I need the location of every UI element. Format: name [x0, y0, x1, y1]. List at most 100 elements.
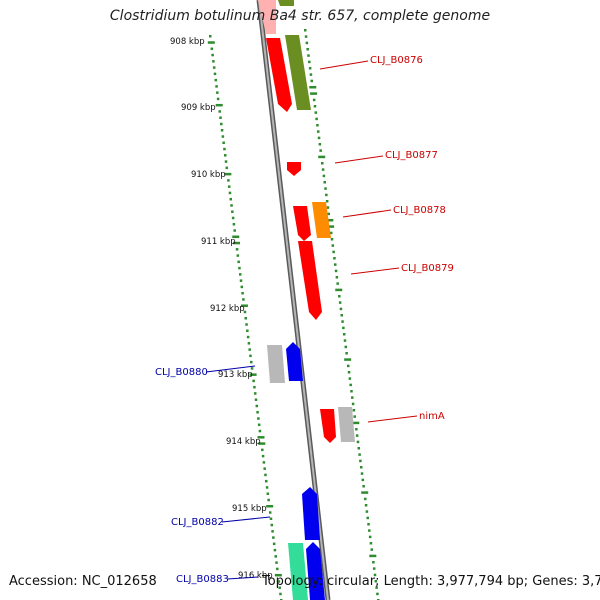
gene-features [258, 0, 355, 600]
track-dot [334, 269, 338, 273]
track-dots [207, 29, 380, 600]
track-dot [356, 440, 360, 444]
track-dot [273, 548, 277, 552]
gene-label[interactable]: CLJ_B0876 [370, 55, 423, 66]
gene-red-nima [320, 409, 336, 443]
track-dot [216, 97, 220, 101]
track-dot [232, 223, 236, 226]
track-dot [271, 530, 274, 533]
track-dot [351, 402, 355, 406]
gene-label[interactable]: CLJ_B0880 [155, 367, 208, 378]
tick-dash [232, 235, 240, 239]
track-dot [350, 390, 353, 393]
tick-dash [258, 442, 266, 445]
track-dot [305, 41, 309, 45]
track-dot [237, 260, 240, 264]
track-dot [210, 47, 214, 51]
track-dot [372, 561, 375, 564]
track-dot [367, 523, 370, 526]
track-dot [308, 60, 311, 64]
track-dot [319, 149, 322, 152]
track-dot [244, 317, 247, 320]
track-dot [310, 79, 313, 83]
gene-red-cljb0879 [298, 241, 322, 320]
gene-gray-nima [338, 407, 355, 442]
track-dot [366, 516, 369, 520]
gene-label[interactable]: nimA [419, 411, 445, 422]
gene-label[interactable]: CLJ_B0877 [385, 150, 438, 161]
track-dot [306, 48, 309, 51]
tick-label: 916 kbp [238, 571, 273, 581]
gene-orange-cljb0878 [312, 202, 331, 238]
track-dot [373, 573, 377, 577]
gene-olive-top [278, 0, 294, 6]
track-dot [315, 117, 318, 121]
track-dot [258, 429, 262, 433]
track-dot [329, 231, 333, 235]
track-dot [209, 35, 212, 38]
track-dot [249, 354, 252, 358]
track-dot [317, 136, 321, 140]
track-dot [266, 492, 270, 495]
track-dot [214, 78, 218, 82]
track-dot [265, 486, 269, 489]
gene-label[interactable]: CLJ_B0883 [176, 574, 229, 585]
track-dot [225, 166, 229, 170]
track-dot [359, 466, 363, 469]
tick-dash [352, 421, 360, 425]
track-dot [227, 179, 230, 182]
track-dot [252, 379, 255, 383]
track-dot [275, 561, 278, 564]
track-dot [312, 98, 316, 102]
gene-label[interactable]: CLJ_B0879 [401, 263, 454, 274]
track-dot [233, 229, 236, 232]
track-dot [314, 111, 318, 114]
gene-blue-cljb0880 [286, 342, 303, 381]
track-dot [269, 517, 273, 521]
track-dot [227, 185, 231, 188]
gene-label[interactable]: CLJ_B0882 [171, 517, 224, 528]
tick-dash [207, 41, 215, 44]
track-dot [250, 367, 254, 370]
track-dot [307, 54, 310, 57]
genome-summary: Topology: circular; Length: 3,977,794 bp… [262, 574, 600, 589]
tick-dash [249, 373, 257, 376]
gene-olive-cljb0876 [285, 35, 311, 110]
track-dot [335, 276, 339, 279]
track-dot [212, 60, 215, 63]
gene-red-2 [293, 206, 311, 241]
track-dot [216, 91, 219, 94]
track-dot [322, 174, 326, 178]
track-dot [272, 536, 275, 539]
track-dot [261, 454, 265, 458]
gene-label[interactable]: CLJ_B0878 [393, 205, 446, 216]
tick-dash [318, 155, 326, 159]
track-dot [316, 130, 320, 133]
track-dot [334, 263, 337, 266]
track-dot [333, 257, 336, 260]
track-dot [276, 567, 279, 571]
track-dot [253, 385, 256, 389]
track-dot [218, 110, 221, 113]
track-dot [349, 383, 352, 387]
tick-dash [326, 219, 334, 222]
track-dot [270, 523, 274, 527]
track-dot [243, 310, 247, 314]
tick-dash [361, 491, 369, 494]
track-dot [370, 548, 374, 551]
track-dot [331, 244, 335, 247]
track-dot [355, 428, 358, 431]
track-dot [304, 29, 307, 32]
gene-labels-right: CLJ_B0876 CLJ_B0877 CLJ_B0878 CLJ_B0879 … [319, 55, 454, 423]
track-dot [267, 498, 270, 502]
track-dot [342, 326, 345, 330]
track-dot [357, 447, 361, 450]
tick-label: 910 kbp [191, 170, 226, 180]
track-dot [304, 35, 308, 38]
track-dot [360, 472, 364, 475]
track-dot [358, 453, 361, 456]
track-dot [351, 396, 354, 399]
track-dot [261, 448, 264, 452]
gene-gray-1 [267, 345, 285, 383]
tick-dash [335, 288, 343, 292]
